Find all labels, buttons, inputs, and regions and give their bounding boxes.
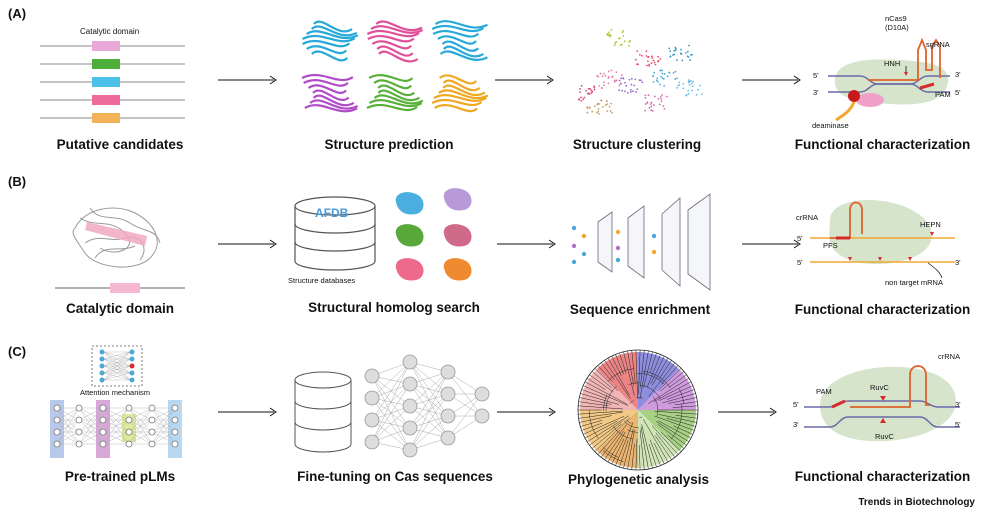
three-bot-b: 3' bbox=[955, 258, 961, 267]
step-pretrained-plms: Pre-trained pLMs bbox=[64, 469, 176, 484]
step-functional-characterization-c: Functional characterization bbox=[794, 469, 971, 484]
predicted-structure-3 bbox=[301, 73, 359, 113]
sequence-enrichment-graphic bbox=[571, 193, 711, 291]
deaminase-label: deaminase bbox=[812, 121, 849, 130]
catalytic-domain-label: Catalytic domain bbox=[80, 27, 140, 36]
pfs-label: PFS bbox=[823, 241, 838, 250]
arrow-b2 bbox=[497, 239, 556, 249]
ncas9-label: nCas9 (D10A) bbox=[885, 14, 909, 32]
five-bot-c: 5' bbox=[955, 420, 961, 429]
panel-c-label: (C) bbox=[8, 344, 27, 359]
afdb-database-icon bbox=[294, 196, 376, 271]
arrow-a1 bbox=[218, 75, 277, 85]
ruvc-bot-label: RuvC bbox=[875, 432, 894, 441]
arrow-b3 bbox=[742, 239, 801, 249]
homolog-structure-2 bbox=[395, 224, 424, 247]
five-top-a: 5' bbox=[813, 71, 819, 80]
pam-label-c: PAM bbox=[816, 387, 832, 396]
putative-candidates-graphic bbox=[40, 41, 185, 123]
three-bot-a: 3' bbox=[813, 88, 819, 97]
hepn-label: HEPN bbox=[920, 220, 941, 229]
fine-tuning-graphic bbox=[294, 354, 490, 458]
step-functional-characterization-a: Functional characterization bbox=[794, 137, 971, 152]
arrow-c3 bbox=[718, 407, 777, 417]
predicted-structure-0 bbox=[302, 20, 359, 62]
hnh-label: HNH bbox=[884, 59, 901, 68]
step-catalytic-domain: Catalytic domain bbox=[65, 301, 175, 316]
structure-databases-label: Structure databases bbox=[288, 276, 356, 285]
three-top-c: 3' bbox=[955, 400, 961, 409]
predicted-structure-5 bbox=[431, 74, 489, 113]
five-bot-b: 5' bbox=[797, 258, 803, 267]
arrow-a3 bbox=[742, 75, 801, 85]
predicted-structure-1 bbox=[366, 20, 424, 63]
afdb-label: AFDB bbox=[315, 206, 349, 220]
panel-a-label: (A) bbox=[8, 6, 27, 21]
candidate-domain-1 bbox=[92, 59, 120, 69]
phylogenetic-tree-graphic bbox=[577, 349, 699, 471]
step-sequence-enrichment: Sequence enrichment bbox=[569, 302, 711, 317]
homolog-structure-0 bbox=[395, 192, 424, 215]
step-structure-clustering: Structure clustering bbox=[572, 137, 702, 152]
functional-characterization-c-graphic bbox=[804, 365, 960, 442]
homolog-structures-graphic bbox=[395, 188, 472, 281]
ruvc-top-label: RuvC bbox=[870, 383, 889, 392]
homolog-structure-3 bbox=[443, 224, 472, 247]
predicted-structure-4 bbox=[366, 74, 424, 112]
five-bot-a: 5' bbox=[955, 88, 961, 97]
three-bot-c: 3' bbox=[793, 420, 799, 429]
journal-footer: Trends in Biotechnology bbox=[858, 497, 975, 508]
three-top-a: 3' bbox=[955, 70, 961, 79]
step-fine-tuning: Fine-tuning on Cas sequences bbox=[297, 469, 493, 484]
functional-characterization-a-graphic bbox=[828, 37, 950, 122]
candidate-domain-4 bbox=[92, 113, 120, 123]
crrna-label-c: crRNA bbox=[938, 352, 961, 361]
non-target-mrna-label: non target mRNA bbox=[885, 278, 943, 287]
arrow-b1 bbox=[218, 239, 277, 249]
arrow-c1 bbox=[218, 407, 277, 417]
sgrna-label: sgRNA bbox=[926, 40, 950, 49]
step-phylogenetic-analysis: Phylogenetic analysis bbox=[567, 472, 710, 487]
candidate-domain-2 bbox=[92, 77, 120, 87]
candidate-domain-0 bbox=[92, 41, 120, 51]
catalytic-domain-graphic bbox=[55, 207, 185, 293]
predicted-structure-2 bbox=[431, 20, 488, 61]
panel-b-label: (B) bbox=[8, 174, 27, 189]
arrow-c2 bbox=[497, 407, 556, 417]
five-top-b: 5' bbox=[797, 234, 803, 243]
functional-characterization-b-graphic bbox=[810, 200, 955, 279]
structure-prediction-graphic bbox=[301, 20, 489, 113]
attention-mechanism-label: Attention mechanism bbox=[80, 388, 151, 397]
step-functional-characterization-b: Functional characterization bbox=[794, 302, 971, 317]
homolog-structure-4 bbox=[395, 258, 424, 281]
step-putative-candidates: Putative candidates bbox=[56, 137, 184, 152]
structure-clustering-graphic bbox=[578, 29, 703, 115]
step-structure-prediction: Structure prediction bbox=[324, 137, 454, 152]
homolog-structure-1 bbox=[443, 188, 472, 211]
step-structural-homolog-search: Structural homolog search bbox=[308, 300, 480, 315]
five-top-c: 5' bbox=[793, 400, 799, 409]
crrna-label-b: crRNA bbox=[796, 213, 819, 222]
pam-label-a: PAM bbox=[935, 90, 951, 99]
homolog-structure-5 bbox=[443, 258, 472, 281]
pretrained-plm-graphic bbox=[50, 345, 182, 458]
candidate-domain-3 bbox=[92, 95, 120, 105]
arrow-a2 bbox=[495, 75, 554, 85]
